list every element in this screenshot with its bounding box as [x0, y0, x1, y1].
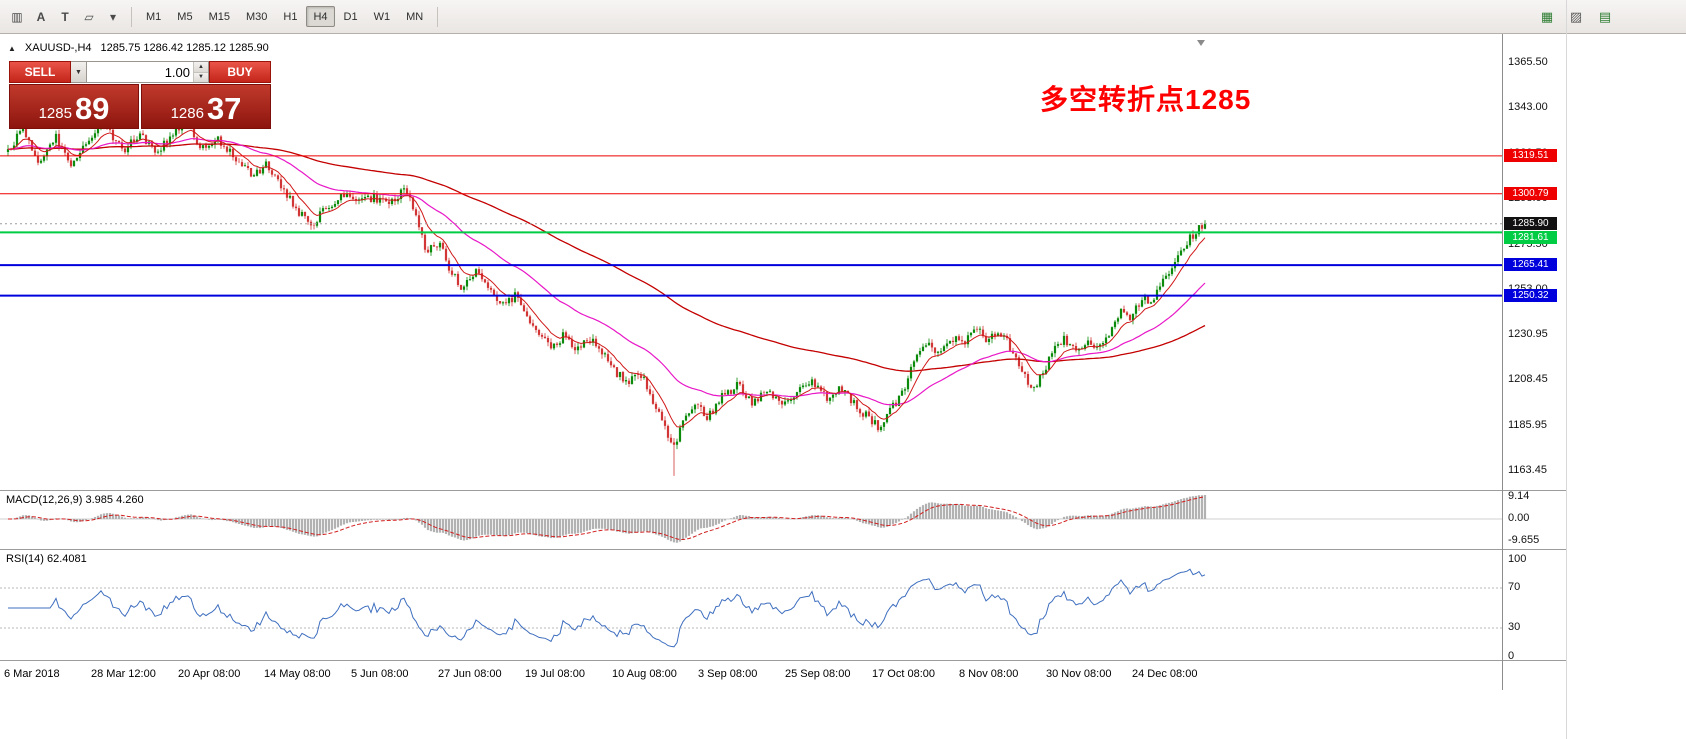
macd-indicator-label: MACD(12,26,9) 3.985 4.260 [6, 494, 144, 506]
time-axis[interactable]: 6 Mar 2018 28 Mar 12:00 20 Apr 08:00 14 May… [0, 660, 1502, 690]
sell-price-button[interactable]: 1285 89 [9, 84, 139, 129]
date-axis-label: 6 Mar 2018 [4, 668, 60, 680]
timeframe-button-h4[interactable]: H4 [306, 6, 335, 27]
price-level-badge: 1319.51 [1504, 149, 1557, 162]
volume-dropdown[interactable]: ▼ [71, 61, 87, 83]
date-axis-label: 14 May 08:00 [264, 668, 331, 680]
chart-marker-icon: ▲ [8, 43, 16, 53]
text-tool-icon[interactable]: T [61, 9, 69, 24]
price-axis[interactable]: 1365.501343.001320.501298.001275.501253.… [1503, 34, 1565, 690]
buy-price-button[interactable]: 1286 37 [141, 84, 271, 129]
macd-value-main: 3.985 [85, 494, 114, 506]
date-axis-label: 3 Sep 08:00 [698, 668, 758, 680]
chart-shift-marker-icon [1197, 40, 1205, 46]
panel-separator [0, 660, 1566, 661]
one-click-trading-panel: SELL ▼ 1.00 ▲ ▼ BUY 1285 89 1286 37 [9, 61, 271, 129]
price-level-badge: 1300.79 [1504, 187, 1557, 200]
volume-value[interactable]: 1.00 [164, 64, 190, 80]
indicator-axis-label: -9.655 [1508, 534, 1540, 546]
price-axis-label: 1230.95 [1508, 328, 1548, 340]
macd-indicator-canvas[interactable] [0, 491, 1502, 549]
volume-decrease-button[interactable]: ▼ [194, 72, 208, 82]
date-axis-label: 24 Dec 08:00 [1132, 668, 1198, 680]
indicator-axis-label: 0.00 [1508, 512, 1530, 524]
draw-dropdown-icon[interactable]: ▾ [109, 9, 117, 24]
timeframe-button-m5[interactable]: M5 [177, 10, 193, 23]
buy-price-integer: 1286 [170, 105, 204, 122]
ohlc-values: 1285.75 1286.42 1285.12 1285.90 [100, 42, 269, 54]
volume-stepper: ▲ ▼ [193, 62, 208, 82]
price-axis-label: 1343.00 [1508, 101, 1548, 113]
toolbar-separator [437, 6, 439, 27]
draw-tool-icon[interactable]: ▱ [84, 9, 94, 24]
date-axis-label: 10 Aug 08:00 [612, 668, 677, 680]
chart-window-icon[interactable]: ▤ [1598, 9, 1612, 24]
volume-increase-button[interactable]: ▲ [194, 62, 208, 73]
indicator-axis-label: 100 [1508, 553, 1527, 565]
cursor-tool-icon[interactable]: A [36, 9, 46, 24]
timeframe-toolbar: M1 M5 M15 M30 H1 H4 D1 W1 MN [139, 6, 430, 27]
price-level-badge: 1281.61 [1504, 231, 1557, 244]
price-chart-canvas[interactable] [0, 34, 1502, 490]
current-price-badge: 1285.90 [1504, 217, 1557, 230]
timeframe-button-w1[interactable]: W1 [373, 10, 391, 23]
price-axis-label: 1365.50 [1508, 56, 1548, 68]
date-axis-label: 28 Mar 12:00 [91, 668, 156, 680]
toolbar-right-icons: ▦ ▨ ▤ [1536, 6, 1616, 28]
sell-button[interactable]: SELL [9, 61, 71, 83]
price-axis-label: 1208.45 [1508, 373, 1548, 385]
price-axis-label: 1163.45 [1508, 464, 1547, 476]
buy-button[interactable]: BUY [209, 61, 271, 83]
rsi-indicator-label: RSI(14) 62.4081 [6, 553, 87, 565]
timeframe-button-h1[interactable]: H1 [283, 10, 298, 23]
date-axis-label: 30 Nov 08:00 [1046, 668, 1112, 680]
price-axis-label: 1185.95 [1508, 419, 1547, 431]
date-axis-label: 8 Nov 08:00 [959, 668, 1019, 680]
tile-windows-icon[interactable]: ▨ [1569, 9, 1583, 24]
sell-price-integer: 1285 [38, 105, 72, 122]
rsi-indicator-canvas[interactable] [0, 550, 1502, 660]
indicator-axis-label: 0 [1508, 650, 1515, 662]
chart-mode-icon[interactable]: ▥ [11, 9, 23, 24]
sell-price-pips: 89 [74, 91, 110, 126]
indicator-axis-label: 70 [1508, 581, 1521, 593]
rsi-value: 62.4081 [46, 553, 87, 565]
volume-field[interactable]: 1.00 ▲ ▼ [87, 61, 209, 83]
symbol-label: XAUUSD-,H4 [24, 42, 92, 54]
trade-price-row: 1285 89 1286 37 [9, 84, 271, 129]
macd-title: MACD(12,26,9) [6, 494, 83, 506]
timeframe-button-mn[interactable]: MN [406, 10, 424, 23]
price-level-badge: 1250.32 [1504, 289, 1557, 302]
chevron-down-icon: ▼ [75, 68, 82, 76]
date-axis-label: 25 Sep 08:00 [785, 668, 851, 680]
grid-icon[interactable]: ▦ [1540, 9, 1554, 24]
buy-price-pips: 37 [206, 91, 242, 126]
price-level-badge: 1265.41 [1504, 258, 1557, 271]
panel-separator [0, 490, 1566, 491]
date-axis-label: 17 Oct 08:00 [872, 668, 935, 680]
rsi-title: RSI(14) [6, 553, 44, 565]
timeframe-button-d1[interactable]: D1 [343, 10, 358, 23]
indicator-axis-label: 30 [1508, 621, 1521, 633]
date-axis-label: 20 Apr 08:00 [178, 668, 241, 680]
drawing-tools-group: ▥ A T ▱ ▾ [4, 6, 124, 28]
date-axis-label: 19 Jul 08:00 [525, 668, 585, 680]
axis-separator [1502, 34, 1503, 690]
macd-value-signal: 4.260 [116, 494, 144, 506]
date-axis-label: 27 Jun 08:00 [438, 668, 502, 680]
toolbar: ▥ A T ▱ ▾ M1 M5 M15 M30 H1 H4 D1 W1 MN ▦ ▨ ▤ [0, 0, 1686, 34]
panel-separator [0, 549, 1566, 550]
timeframe-button-m1[interactable]: M1 [146, 10, 162, 23]
toolbar-separator [131, 6, 132, 27]
date-axis-label: 5 Jun 08:00 [351, 668, 409, 680]
timeframe-button-m30[interactable]: M30 [245, 10, 268, 23]
timeframe-button-m15[interactable]: M15 [208, 10, 230, 23]
chart-annotation-text: 多空转折点1285 [1040, 84, 1252, 115]
trade-buttons-row: SELL ▼ 1.00 ▲ ▼ BUY [9, 61, 271, 83]
chart-symbol-header: ▲ XAUUSD-,H4 1285.75 1286.42 1285.12 128… [8, 42, 269, 54]
window-edge-separator [1566, 0, 1567, 739]
indicator-axis-label: 9.14 [1508, 490, 1530, 502]
